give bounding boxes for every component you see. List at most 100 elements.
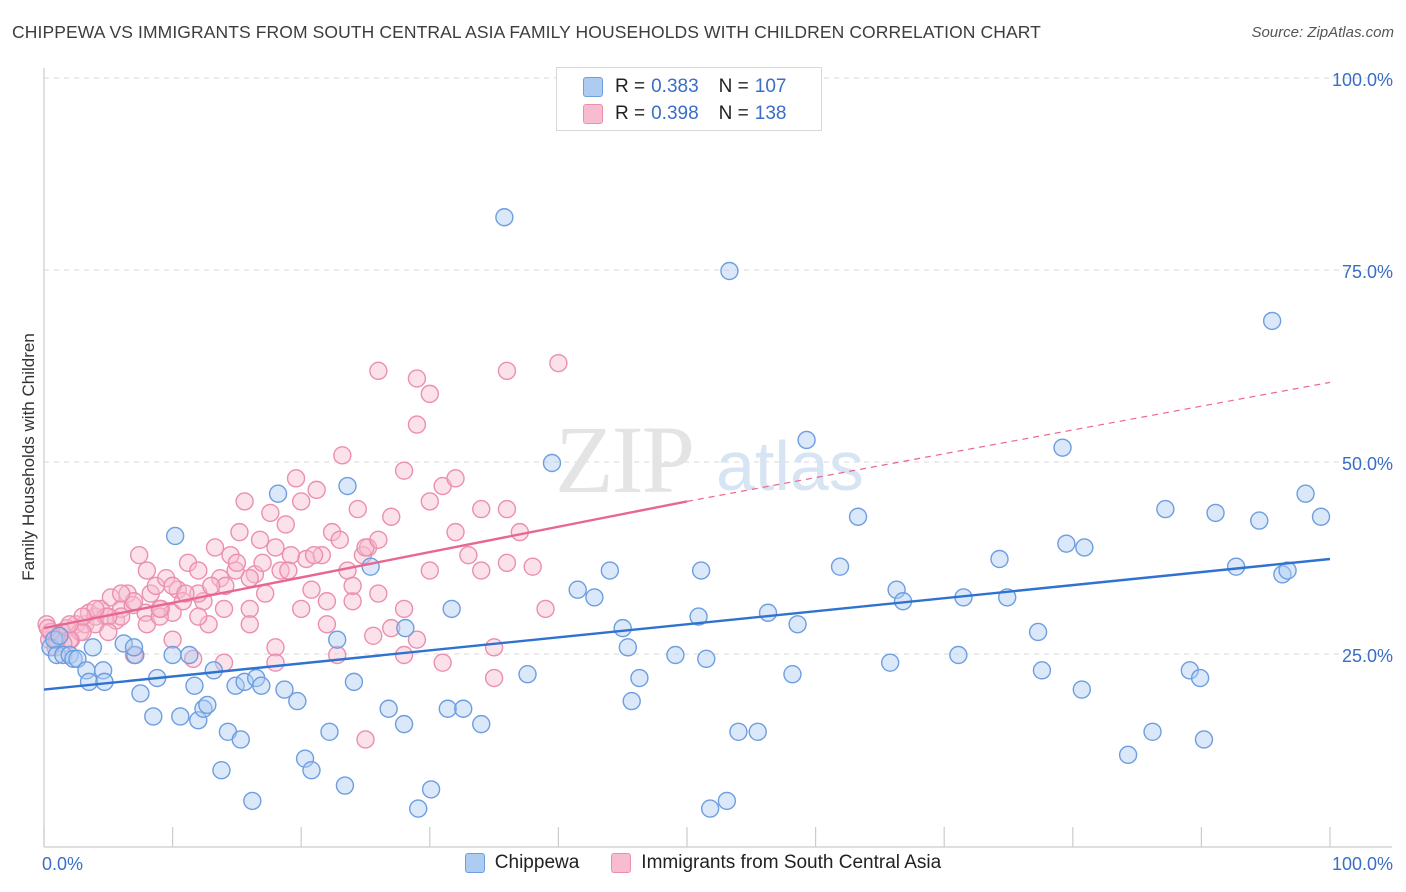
blue-point: [1028, 622, 1048, 642]
blue-point: [1250, 511, 1269, 530]
pink-point: [292, 599, 311, 619]
blue-point: [518, 665, 537, 684]
blue-point: [472, 714, 491, 734]
legend-item-immigrants[interactable]: Immigrants from South Central Asia: [611, 852, 941, 874]
legend-row-immigrants: R = 0.398 N = 138: [583, 102, 786, 126]
pink-point: [189, 561, 208, 580]
blue-point: [79, 672, 99, 692]
blue-point: [1156, 499, 1175, 519]
blue-point: [585, 588, 604, 607]
pink-point: [281, 545, 301, 565]
pink-point: [276, 515, 295, 534]
pink-point: [497, 499, 517, 519]
blue-point: [252, 676, 271, 695]
blue-point: [144, 707, 163, 726]
blue-point: [396, 618, 415, 638]
blue-point: [666, 645, 685, 665]
y-axis-label: Family Households with Children: [19, 333, 38, 581]
pink-point: [266, 538, 285, 557]
blue-swatch: [464, 853, 485, 873]
pink-point: [111, 584, 131, 603]
pink-point: [235, 492, 254, 511]
blue-point: [335, 776, 355, 795]
blue-point: [268, 484, 288, 503]
y-tick-label: 75.0%: [1342, 262, 1393, 282]
tick-labels: 25.0% 50.0% 75.0% 100.0% 0.0% 100.0%: [42, 70, 1393, 874]
blue-point: [165, 526, 185, 546]
blue-point: [171, 707, 190, 726]
blue-point: [1072, 680, 1092, 699]
blue-point: [1226, 557, 1246, 576]
n-label: N =: [718, 76, 749, 97]
pink-point: [322, 522, 342, 542]
blue-point: [320, 722, 339, 741]
pink-point: [497, 553, 517, 573]
pink-point: [433, 653, 452, 672]
blue-point: [848, 507, 868, 526]
blue-point: [622, 691, 641, 711]
blue-point: [1032, 661, 1052, 680]
pink-point: [348, 499, 367, 519]
trend-lines: [43, 381, 1331, 691]
blue-point: [83, 638, 103, 657]
r-value: 0.398: [651, 103, 699, 124]
blue-point: [442, 599, 461, 619]
blue-point: [1118, 745, 1138, 765]
blue-point: [185, 676, 204, 695]
blue-point: [1053, 438, 1072, 457]
pink-point: [266, 653, 285, 672]
pink-point: [279, 561, 298, 580]
pink-swatch: [611, 853, 632, 873]
n-label: N =: [718, 103, 749, 124]
pink-trend-line: [43, 500, 688, 630]
blue-point: [131, 684, 150, 703]
pink-point: [240, 599, 259, 619]
pink-point: [240, 569, 259, 588]
pink-point: [394, 599, 414, 619]
pink-point: [369, 584, 388, 603]
pink-point: [497, 361, 517, 381]
pink-point: [99, 622, 118, 642]
blue-point: [189, 711, 208, 730]
blue-point: [758, 603, 778, 622]
r-value: 0.383: [651, 76, 699, 97]
blue-point: [438, 699, 458, 718]
pink-point: [382, 507, 401, 526]
blue-point: [180, 645, 199, 665]
watermark-atlas: atlas: [716, 427, 864, 505]
pink-point: [472, 499, 491, 519]
pink-point: [216, 576, 235, 596]
chart-title: CHIPPEWA VS IMMIGRANTS FROM SOUTH CENTRA…: [12, 22, 1041, 42]
blue-point: [788, 615, 807, 634]
y-tick-label: 50.0%: [1342, 454, 1393, 474]
pink-point: [307, 480, 326, 500]
pink-trend-line-dashed: [686, 381, 1331, 502]
pink-point: [394, 645, 414, 665]
pink-point: [523, 557, 542, 576]
blue-point: [163, 645, 182, 665]
pink-point: [369, 530, 388, 549]
blue-point: [288, 691, 307, 711]
legend-item-chippewa[interactable]: Chippewa: [464, 852, 580, 874]
blue-point: [717, 791, 737, 811]
blue-point: [50, 626, 69, 645]
pink-point: [286, 469, 306, 488]
x-tick-label: 0.0%: [42, 854, 83, 874]
pink-point: [484, 668, 504, 688]
blue-point: [797, 430, 816, 450]
blue-point: [275, 680, 294, 699]
blue-point: [361, 557, 380, 576]
pink-point: [214, 599, 234, 619]
pink-point: [446, 469, 465, 488]
blue-point: [379, 699, 398, 718]
pink-point: [304, 545, 324, 565]
blue-point: [600, 561, 620, 580]
n-value: 138: [754, 103, 787, 124]
legend-label-chippewa: Chippewa: [494, 852, 580, 873]
pink-point: [364, 626, 383, 645]
blue-point: [495, 208, 514, 227]
blue-point: [689, 607, 708, 626]
blue-point: [54, 645, 73, 665]
y-tick-label: 25.0%: [1342, 646, 1393, 666]
